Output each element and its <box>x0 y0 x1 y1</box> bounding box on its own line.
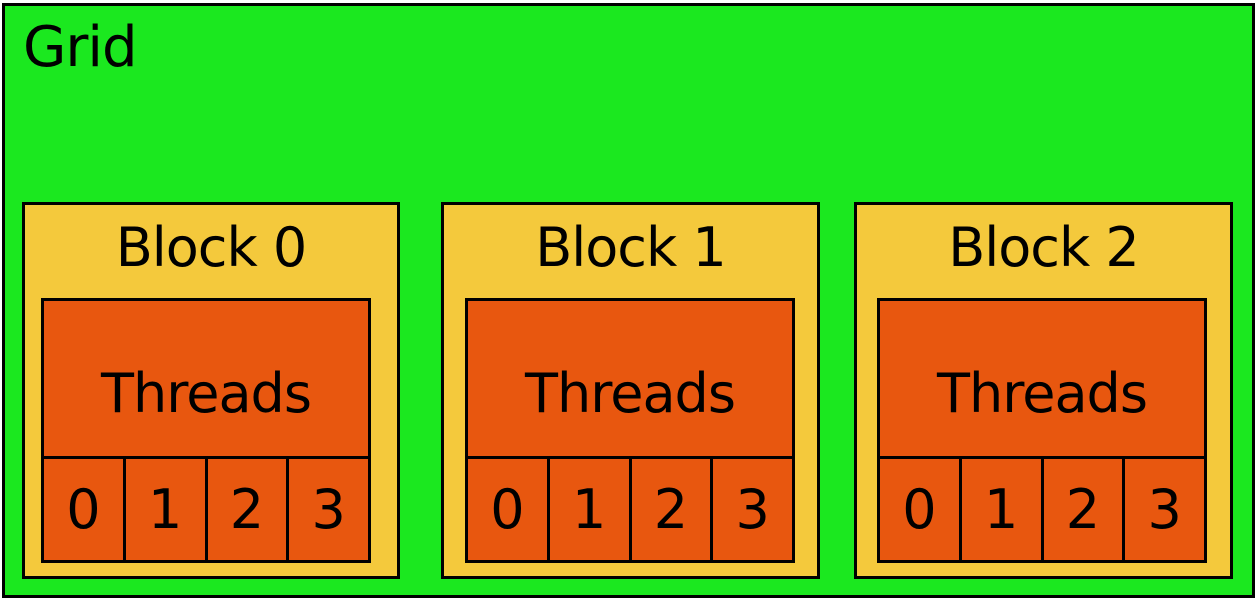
threads-label: Threads <box>937 362 1148 425</box>
thread-cell-2: 2 <box>1044 459 1126 560</box>
threads-label: Threads <box>525 362 736 425</box>
threads-box: Threads 0 1 2 3 <box>877 298 1207 563</box>
thread-cell-0: 0 <box>468 459 550 560</box>
threads-label: Threads <box>101 362 312 425</box>
threads-box: Threads 0 1 2 3 <box>465 298 795 563</box>
thread-cell-2: 2 <box>632 459 714 560</box>
grid-container: Grid Block 0 Threads 0 1 2 3 Block 1 Thr… <box>2 3 1255 598</box>
block-title: Block 2 <box>948 216 1140 279</box>
block-1: Block 1 Threads 0 1 2 3 <box>441 202 820 579</box>
thread-cell-2: 2 <box>208 459 290 560</box>
thread-cell-3: 3 <box>735 478 770 541</box>
thread-cell-1: 1 <box>962 459 1044 560</box>
thread-cell-1: 1 <box>126 459 208 560</box>
thread-row: 0 1 2 3 <box>468 456 792 560</box>
threads-box: Threads 0 1 2 3 <box>41 298 371 563</box>
block-title: Block 0 <box>115 216 308 279</box>
thread-row: 0 1 2 3 <box>880 456 1204 560</box>
block-2: Block 2 Threads 0 1 2 3 <box>854 202 1233 579</box>
thread-row: 0 1 2 3 <box>44 456 368 560</box>
thread-cell-3: 3 <box>1147 478 1182 541</box>
thread-cell-0: 0 <box>44 459 126 560</box>
block-0: Block 0 Threads 0 1 2 3 <box>22 202 400 579</box>
block-title: Block 1 <box>535 216 727 279</box>
thread-cell-3: 3 <box>311 478 346 541</box>
thread-cell-1: 1 <box>550 459 632 560</box>
thread-cell-0: 0 <box>880 459 962 560</box>
grid-title: Grid <box>23 15 138 80</box>
